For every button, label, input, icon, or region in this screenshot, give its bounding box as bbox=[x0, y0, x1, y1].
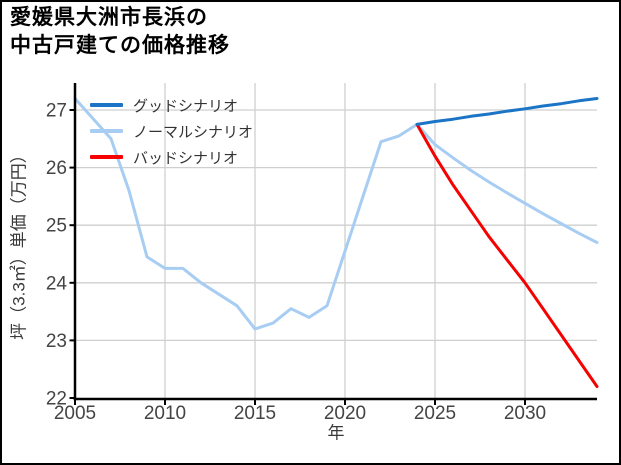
good-scenario-swatch-icon bbox=[90, 103, 123, 107]
y-tick-label: 24 bbox=[46, 273, 68, 294]
legend-label-good: グッドシナリオ bbox=[133, 97, 239, 115]
legend-item-normal-scenario: ノーマルシナリオ bbox=[90, 121, 253, 141]
y-tick-label: 22 bbox=[46, 389, 67, 410]
chart-title-line1: 愛媛県大洲市長浜の bbox=[10, 6, 208, 29]
x-tick-label: 2010 bbox=[144, 403, 186, 424]
y-tick-label: 23 bbox=[46, 331, 67, 352]
good-scenario-line bbox=[415, 97, 599, 126]
x-tick-label: 2020 bbox=[324, 403, 366, 424]
normal-scenario-line bbox=[73, 97, 599, 331]
x-tick-label: 2005 bbox=[54, 403, 96, 424]
chart-title-line2: 中古戸建ての価格推移 bbox=[10, 34, 230, 57]
x-tick-label: 2025 bbox=[414, 403, 456, 424]
legend-label-bad: バッドシナリオ bbox=[133, 149, 239, 167]
x-axis-label: 年 bbox=[327, 423, 345, 443]
x-tick-label: 2030 bbox=[504, 403, 546, 424]
legend-item-bad-scenario: バッドシナリオ bbox=[90, 147, 238, 167]
y-tick-label: 26 bbox=[46, 158, 67, 179]
legend-label-normal: ノーマルシナリオ bbox=[133, 123, 254, 141]
x-tick-label: 2015 bbox=[234, 403, 276, 424]
chart-title: 愛媛県大洲市長浜の 中古戸建ての価格推移 bbox=[10, 4, 230, 60]
bad-scenario-swatch-icon bbox=[90, 155, 123, 159]
y-axis-label: 坪（3.3㎡）単価（万円） bbox=[9, 146, 29, 340]
legend-item-good-scenario: グッドシナリオ bbox=[90, 95, 238, 115]
y-tick-label: 25 bbox=[46, 216, 67, 237]
bad-scenario-line bbox=[415, 122, 599, 388]
normal-scenario-swatch-icon bbox=[90, 129, 123, 133]
y-tick-label: 27 bbox=[46, 101, 67, 122]
